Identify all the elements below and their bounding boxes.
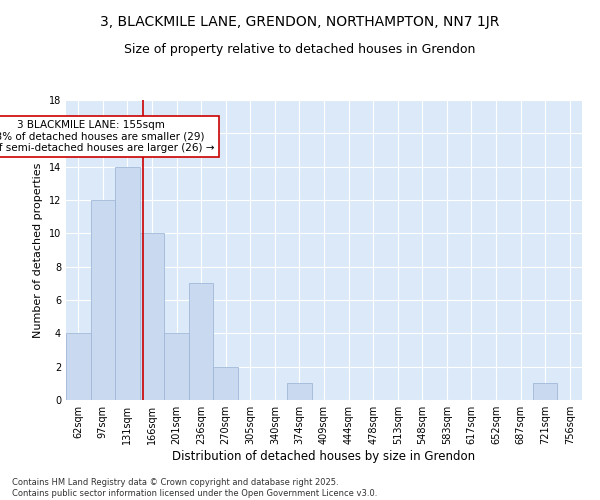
Bar [287,384,312,400]
Text: Size of property relative to detached houses in Grendon: Size of property relative to detached ho… [124,42,476,56]
Bar [214,366,238,400]
Text: 3 BLACKMILE LANE: 155sqm
← 53% of detached houses are smaller (29)
47% of semi-d: 3 BLACKMILE LANE: 155sqm ← 53% of detach… [0,120,215,153]
Bar [66,334,91,400]
Bar [164,334,189,400]
X-axis label: Distribution of detached houses by size in Grendon: Distribution of detached houses by size … [172,450,476,463]
Bar [91,200,115,400]
Text: 3, BLACKMILE LANE, GRENDON, NORTHAMPTON, NN7 1JR: 3, BLACKMILE LANE, GRENDON, NORTHAMPTON,… [100,15,500,29]
Text: Contains HM Land Registry data © Crown copyright and database right 2025.
Contai: Contains HM Land Registry data © Crown c… [12,478,377,498]
Y-axis label: Number of detached properties: Number of detached properties [33,162,43,338]
Bar [140,234,164,400]
Bar [115,166,140,400]
Bar [533,384,557,400]
Bar [189,284,214,400]
